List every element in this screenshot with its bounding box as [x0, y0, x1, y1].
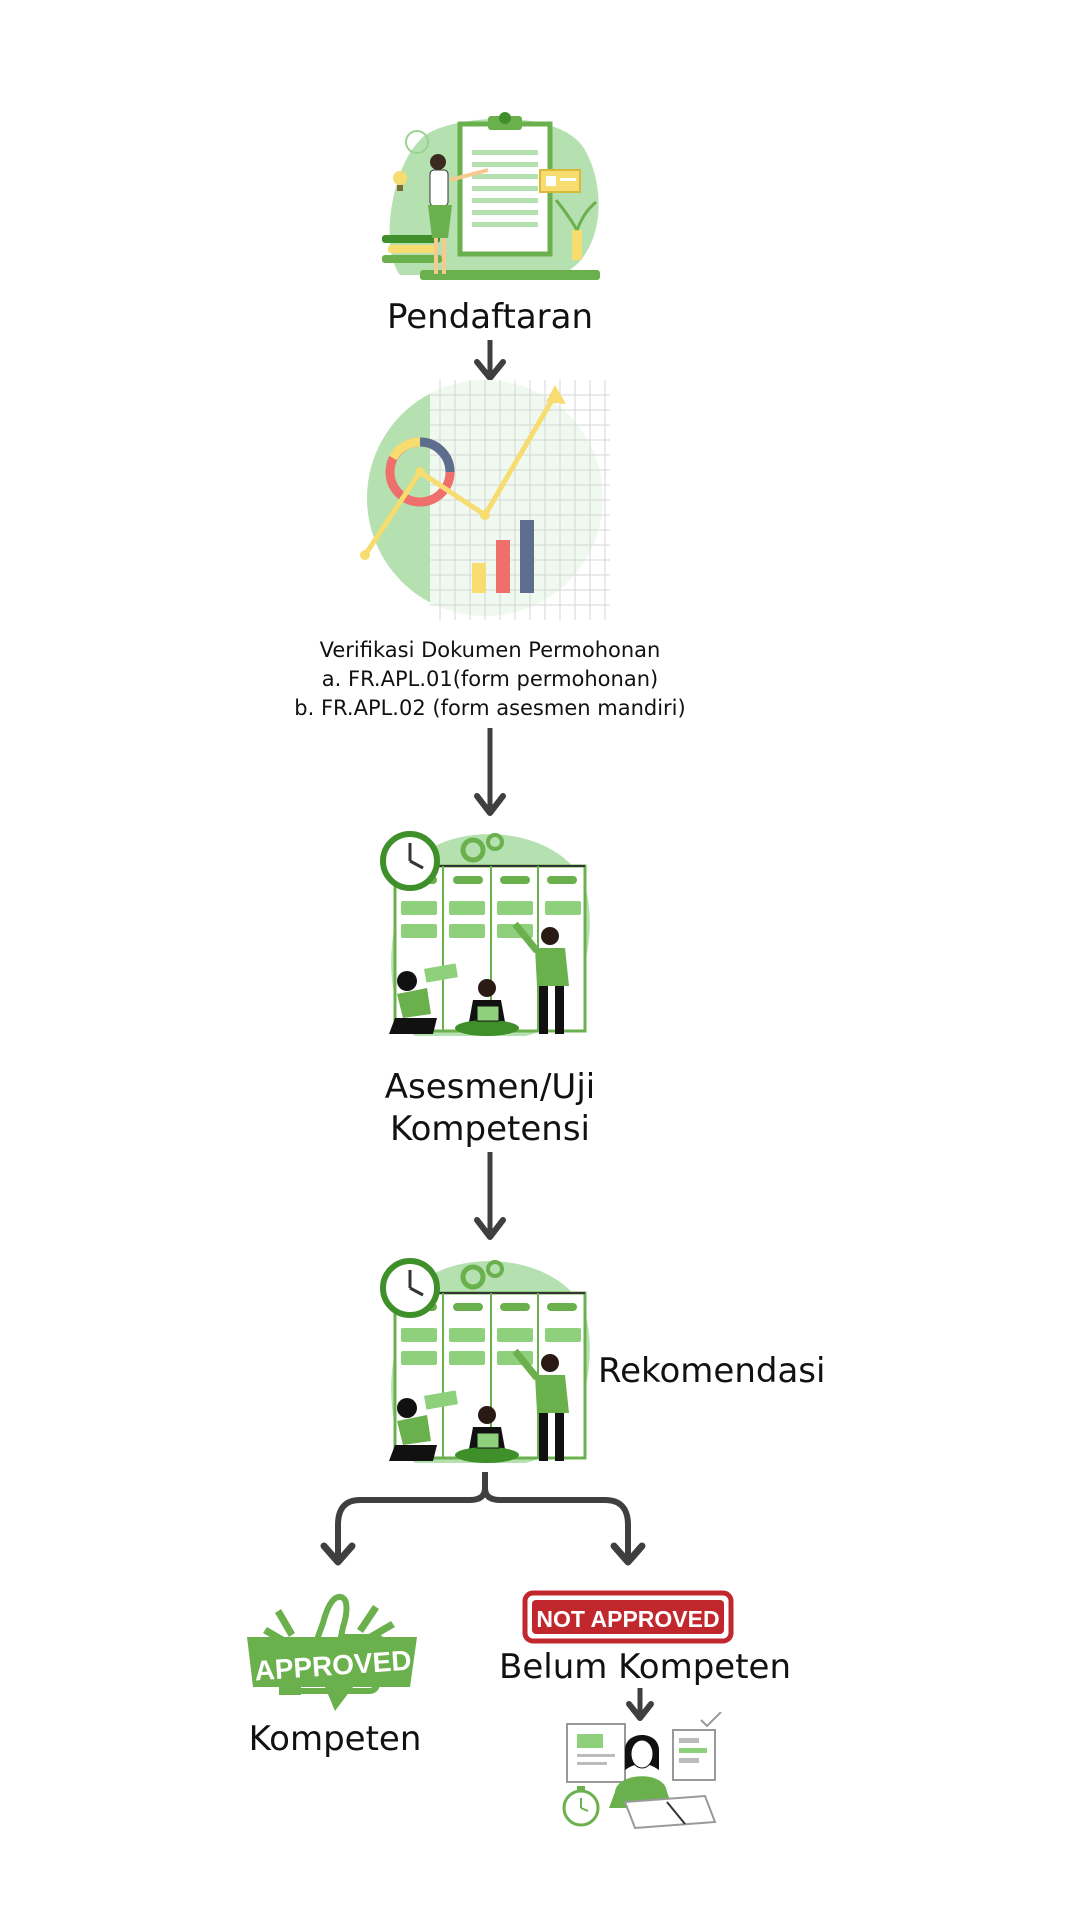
- flow-arrow-2: [470, 728, 510, 820]
- registration-illustration: [360, 110, 610, 290]
- not-approved-stamp: NOT APPROVED: [522, 1590, 734, 1644]
- retry-study-illustration: [555, 1712, 730, 1832]
- recommendation-illustration: [375, 1253, 600, 1473]
- approved-stamp: APPROVED: [245, 1575, 420, 1715]
- step-assessment-label-line1: Asesmen/Uji: [384, 1067, 596, 1107]
- flow-arrow-3: [470, 1152, 510, 1244]
- flow-arrow-1: [470, 340, 510, 385]
- branch-arrow: [310, 1470, 650, 1580]
- step-assessment-label-line2: Kompetensi: [390, 1109, 590, 1149]
- verification-illustration: [360, 380, 610, 620]
- verification-item-a: a. FR.APL.01(form permohonan): [321, 667, 659, 691]
- flow-arrow-retry: [625, 1688, 655, 1722]
- step-recommendation-label: Rekomendasi: [598, 1351, 826, 1391]
- step-registration-label: Pendaftaran: [386, 297, 594, 337]
- verification-item-b: b. FR.APL.02 (form asesmen mandiri): [294, 696, 686, 720]
- outcome-not-approved-label: Belum Kompeten: [499, 1647, 791, 1687]
- outcome-approved-label: Kompeten: [248, 1719, 422, 1759]
- assessment-illustration: [375, 826, 600, 1046]
- verification-title: Verifikasi Dokumen Permohonan: [319, 638, 661, 662]
- not-approved-stamp-text: NOT APPROVED: [536, 1606, 719, 1632]
